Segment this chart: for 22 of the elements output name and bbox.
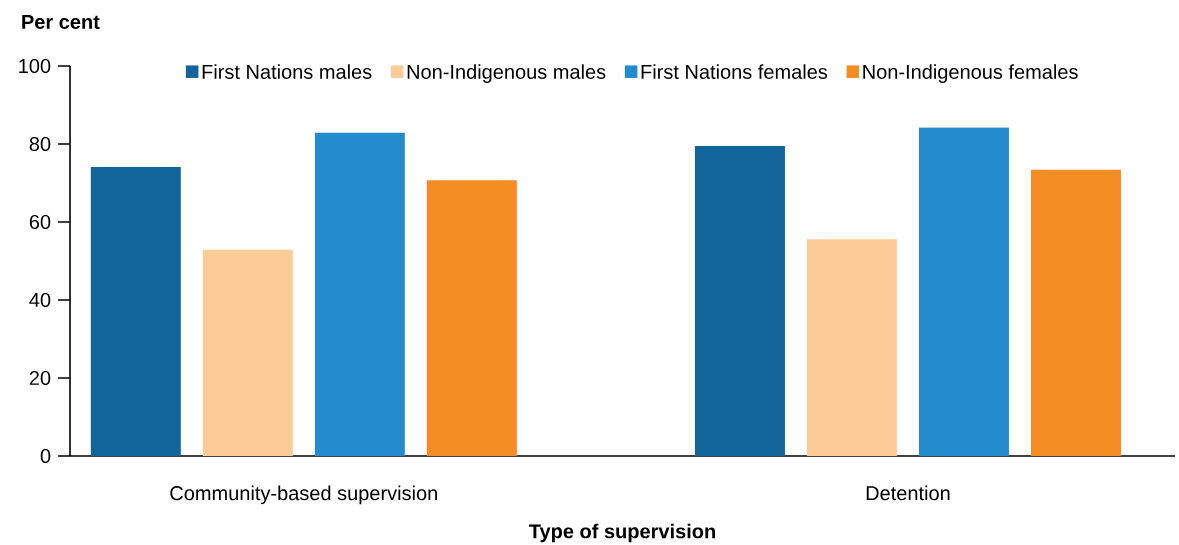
bar <box>1030 169 1121 456</box>
legend-label: Non-Indigenous males <box>407 64 606 83</box>
bar <box>806 239 897 456</box>
bar <box>694 145 785 456</box>
legend-label: First Nations males <box>202 64 372 79</box>
y-tick-label: 60 <box>29 214 51 230</box>
bar <box>90 167 181 456</box>
bar <box>202 249 293 456</box>
x-tick-label: Detention <box>866 485 950 501</box>
x-tick-label: Community-based supervision <box>170 485 437 505</box>
legend-label: Non-Indigenous females <box>863 64 1078 83</box>
x-axis-title: Type of supervision <box>529 523 715 543</box>
y-tick-label: 80 <box>29 136 51 152</box>
y-tick-label: 40 <box>29 292 51 308</box>
bar <box>918 127 1009 456</box>
bar <box>314 132 405 456</box>
y-tick-label: 20 <box>29 370 51 386</box>
legend-label: First Nations females <box>641 64 828 79</box>
y-tick-label: 0 <box>40 448 51 464</box>
y-axis-title: Per cent <box>22 15 100 29</box>
y-tick-label: 100 <box>19 58 51 74</box>
bar <box>426 180 517 456</box>
